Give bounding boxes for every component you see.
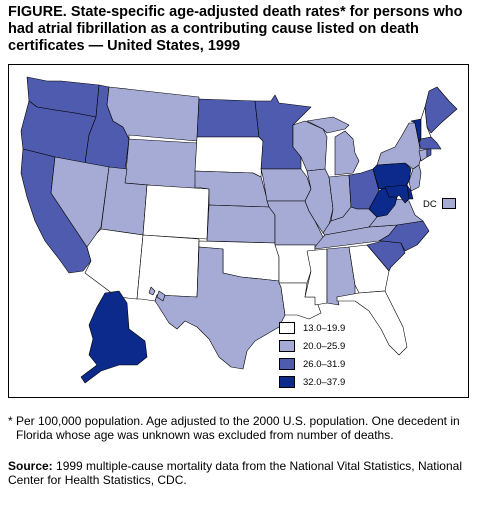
- state-LA: [278, 282, 322, 320]
- state-AR: [274, 244, 316, 284]
- legend-swatch: [279, 358, 295, 370]
- state-TX: [154, 246, 286, 370]
- us-state-map: [20, 76, 458, 384]
- legend-swatch: [279, 322, 295, 334]
- state-WY: [124, 138, 198, 190]
- map-frame: DC 13.0–19.9 20.0–25.9 26.0–31.9 32.0–37…: [8, 64, 469, 398]
- dc-label: DC: [423, 199, 437, 210]
- state-AZ: [84, 228, 144, 300]
- state-NY: [376, 122, 422, 170]
- dc-swatch: [442, 198, 456, 209]
- state-NJ: [408, 164, 422, 192]
- state-MI: [306, 116, 360, 176]
- legend-item: 20.0–25.9: [279, 337, 345, 355]
- state-MD: [384, 184, 410, 204]
- legend-label: 20.0–25.9: [303, 340, 346, 352]
- state-FL: [336, 290, 408, 356]
- state-IA: [260, 168, 312, 202]
- legend-item: 13.0–19.9: [279, 319, 345, 337]
- footnote-mark: *: [8, 414, 13, 428]
- state-NM: [136, 234, 200, 302]
- legend-label: 26.0–31.9: [303, 358, 346, 370]
- legend-item: 26.0–31.9: [279, 355, 345, 373]
- state-NC: [378, 220, 430, 252]
- figure-title: FIGURE. State-specific age-adjusted deat…: [8, 4, 463, 54]
- state-ND: [196, 98, 260, 138]
- state-KS: [206, 204, 276, 244]
- state-CO: [142, 184, 210, 240]
- source-note: Source: 1999 multiple-cause mortality da…: [8, 459, 470, 487]
- state-HI: [148, 286, 166, 302]
- state-AK: [80, 290, 148, 384]
- legend-label: 13.0–19.9: [303, 322, 346, 334]
- legend-label: 32.0–37.9: [303, 376, 346, 388]
- source-text: 1999 multiple-cause mortality data from …: [8, 459, 462, 487]
- state-NH: [420, 106, 432, 140]
- state-ME: [424, 86, 458, 134]
- footnote-text: Per 100,000 population. Age adjusted to …: [16, 414, 460, 442]
- state-MA: [418, 136, 442, 150]
- state-RI: [426, 148, 432, 158]
- footnote: * Per 100,000 population. Age adjusted t…: [8, 414, 470, 442]
- source-label: Source:: [8, 459, 53, 473]
- legend-swatch: [279, 376, 295, 388]
- state-SD: [194, 136, 264, 178]
- legend-item: 32.0–37.9: [279, 373, 345, 391]
- legend: 13.0–19.9 20.0–25.9 26.0–31.9 32.0–37.9: [279, 319, 345, 391]
- legend-swatch: [279, 340, 295, 352]
- state-VT: [410, 118, 422, 144]
